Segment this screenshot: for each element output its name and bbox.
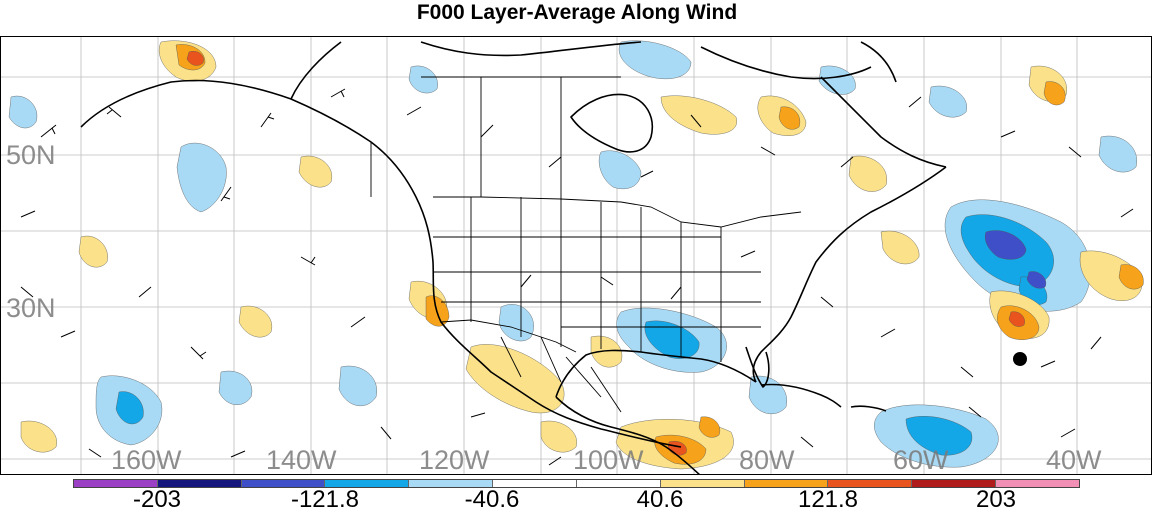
map-panel[interactable]: 50N 30N 160W 140W 120W 100W 80W 60W 40W — [0, 36, 1152, 475]
colorbar-swatch-4 — [409, 480, 494, 487]
colorbar-swatch-2 — [241, 480, 326, 487]
colorbar-swatch-8 — [744, 480, 829, 487]
lon-label-40w: 40W — [1046, 445, 1102, 475]
colorbar — [73, 479, 1080, 488]
map-title: F000 Layer-Average Along Wind — [416, 1, 738, 24]
colorbar-swatch-1 — [157, 480, 242, 487]
wind-barbs — [20, 88, 1134, 466]
wind-map[interactable] — [1, 37, 1152, 475]
colorbar-swatch-6 — [576, 480, 661, 487]
colorbar-label-neg-203: -203 — [132, 486, 182, 513]
colorbar-swatch-0 — [74, 480, 158, 487]
borders — [370, 76, 802, 413]
coastlines — [80, 41, 947, 474]
lat-label-30n: 30N — [6, 293, 56, 323]
lon-label-140w: 140W — [266, 445, 337, 475]
colorbar-label-40-6: 40.6 — [636, 486, 684, 513]
colorbar-label-neg-121-8: -121.8 — [290, 486, 360, 513]
colorbar-swatch-5 — [493, 480, 577, 487]
lon-label-120w: 120W — [419, 445, 490, 475]
lon-label-80w: 80W — [739, 445, 795, 475]
lon-label-60w: 60W — [893, 445, 949, 475]
colorbar-swatch-10 — [912, 480, 997, 487]
colorbar-label-121-8: 121.8 — [797, 486, 859, 513]
field-shading — [8, 40, 1144, 470]
lon-label-100w: 100W — [573, 445, 644, 475]
lat-label-50n: 50N — [6, 140, 56, 170]
colorbar-swatch-11 — [996, 480, 1079, 487]
lon-label-160w: 160W — [111, 445, 182, 475]
colorbar-swatch-3 — [325, 480, 410, 487]
colorbar-label-neg-40-6: -40.6 — [464, 486, 520, 513]
colorbar-swatch-7 — [660, 480, 745, 487]
graticule — [1, 37, 1151, 474]
colorbar-swatch-9 — [828, 480, 913, 487]
storm-marker — [1013, 352, 1027, 366]
colorbar-label-203: 203 — [975, 486, 1017, 513]
